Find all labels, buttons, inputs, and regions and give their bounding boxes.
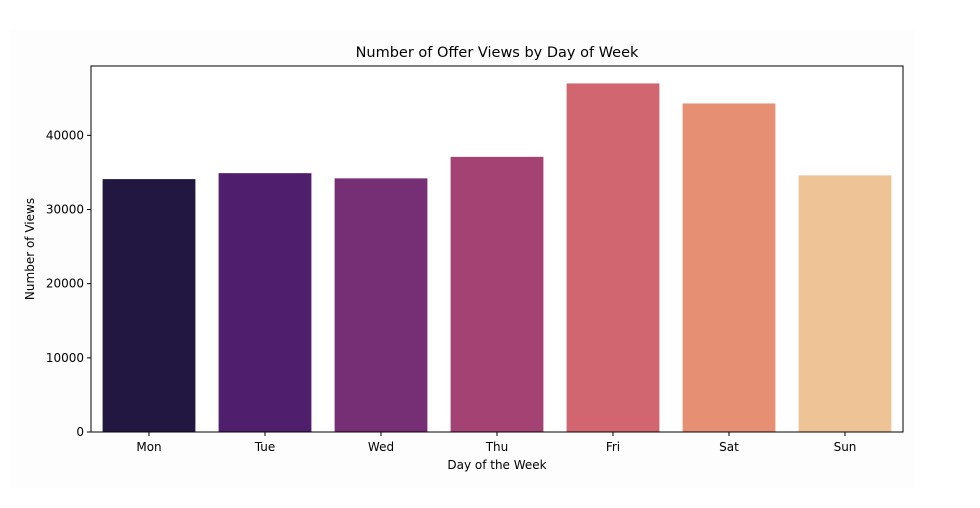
y-tick-label: 10000	[46, 351, 84, 365]
bar-thu	[450, 156, 544, 432]
y-axis-label: Number of Views	[23, 198, 37, 300]
bar-mon	[102, 179, 196, 432]
x-ticks-group: Mon Tue Wed Thu Fri Sat Sun	[136, 432, 856, 454]
x-tick-label-sat: Sat	[719, 440, 739, 454]
y-tick-label: 0	[76, 425, 84, 439]
x-tick-label-fri: Fri	[606, 440, 620, 454]
y-tick-label: 20000	[46, 277, 84, 291]
x-tick-label-sun: Sun	[834, 440, 857, 454]
x-tick-label-thu: Thu	[485, 440, 509, 454]
bar-tue	[218, 173, 312, 433]
x-tick-label-mon: Mon	[136, 440, 161, 454]
x-tick-label-tue: Tue	[254, 440, 276, 454]
bar-sat	[682, 103, 776, 432]
y-ticks-group: 0 10000 20000 30000 40000	[46, 128, 91, 439]
bars-group	[102, 83, 892, 433]
y-tick-label: 30000	[46, 203, 84, 217]
bar-wed	[334, 178, 428, 432]
x-tick-label-wed: Wed	[368, 440, 394, 454]
y-tick-label: 40000	[46, 128, 84, 142]
plot-frame	[90, 65, 904, 433]
bar-sun	[798, 175, 892, 432]
chart-title: Number of Offer Views by Day of Week	[356, 45, 639, 61]
x-axis-label: Day of the Week	[447, 458, 546, 472]
bar-fri	[566, 83, 660, 433]
